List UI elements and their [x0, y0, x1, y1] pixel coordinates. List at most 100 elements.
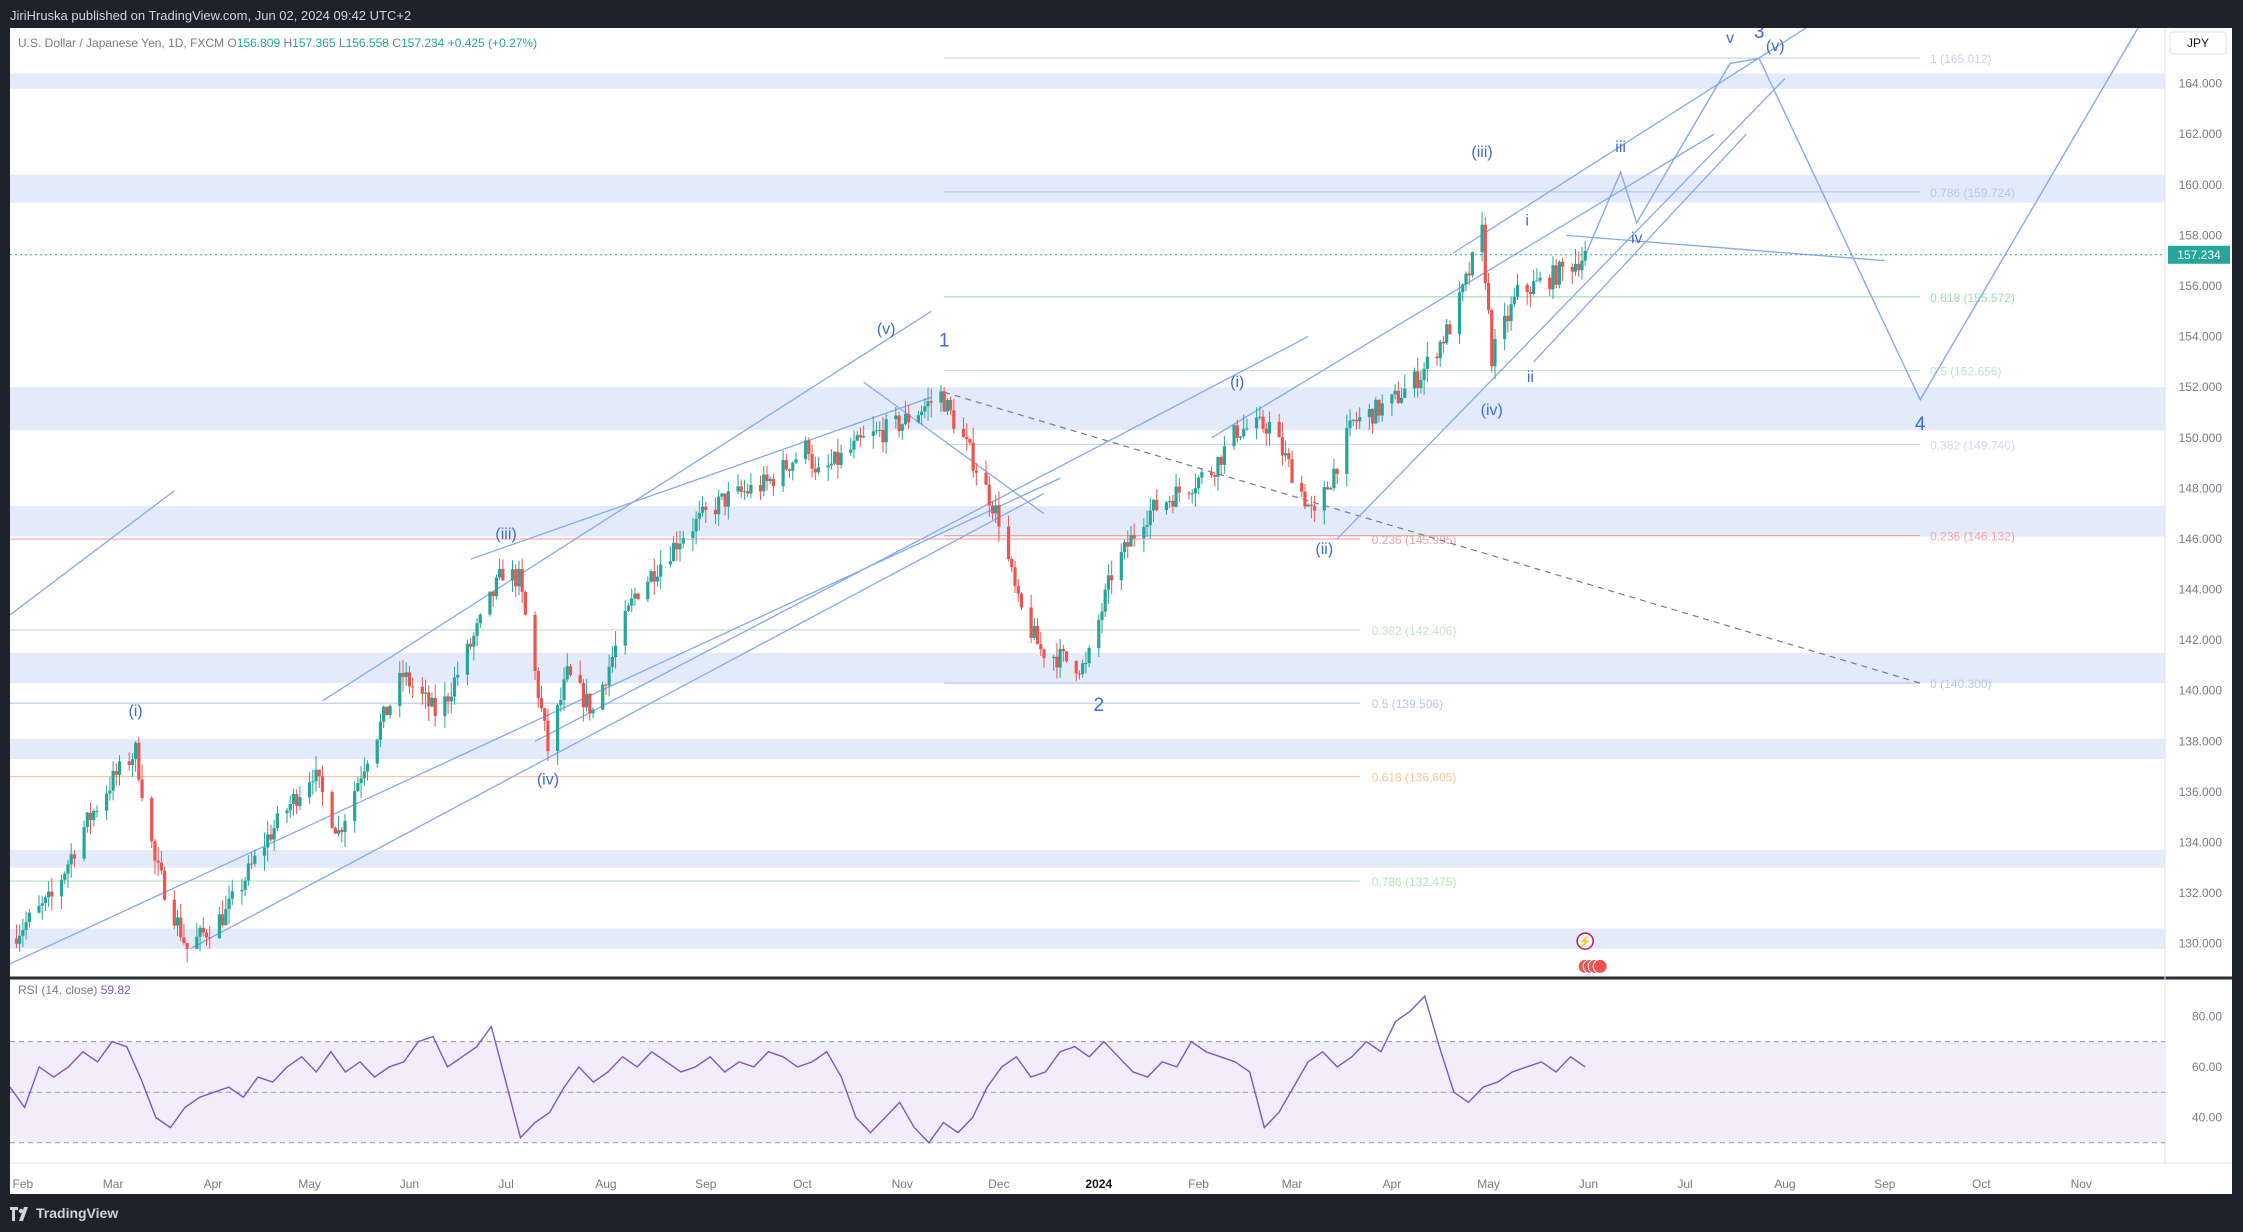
- candle-body: [18, 935, 22, 944]
- wave-label: (iii): [495, 526, 516, 543]
- candle-body: [407, 672, 412, 687]
- candle-body: [945, 399, 949, 412]
- candle-body: [66, 864, 70, 874]
- wave-label: (v): [1766, 38, 1785, 55]
- candle-body: [720, 493, 724, 497]
- candle-body: [14, 938, 19, 944]
- candle-body: [1100, 611, 1104, 621]
- candle-body: [652, 571, 656, 582]
- candle-body: [1303, 491, 1307, 507]
- time-tick-label: Jun: [1579, 1177, 1598, 1191]
- candle-body: [568, 666, 573, 675]
- currency-button: [2169, 31, 2227, 55]
- candle-body: [1486, 283, 1491, 310]
- candle-body: [1193, 488, 1198, 494]
- candle-body: [1332, 468, 1336, 489]
- price-tick-label: 146.000: [2179, 532, 2223, 546]
- candle-body: [1399, 397, 1404, 403]
- time-tick-label: Sep: [1874, 1177, 1896, 1191]
- candle-body: [1006, 526, 1011, 560]
- tradingview-logo[interactable]: TradingView: [10, 1205, 118, 1222]
- candle-body: [1515, 284, 1520, 297]
- candle-body: [713, 509, 718, 515]
- candle-body: [633, 593, 637, 599]
- time-tick-label: Mar: [1282, 1177, 1303, 1191]
- candle-body: [1052, 656, 1056, 659]
- time-tick-label: Nov: [2071, 1177, 2092, 1191]
- candle-body: [1267, 421, 1272, 434]
- candle-body: [939, 391, 943, 403]
- candle-body: [365, 763, 370, 772]
- candle-body: [1168, 500, 1172, 503]
- candle-body: [314, 769, 318, 782]
- candle-body: [623, 610, 627, 646]
- candle-body: [95, 810, 99, 812]
- price-tick-label: 162.000: [2179, 127, 2223, 141]
- candle-body: [794, 459, 798, 463]
- candle-body: [204, 932, 209, 938]
- candle-body: [1403, 388, 1407, 398]
- candle-body: [723, 493, 727, 507]
- candle-body: [433, 697, 437, 716]
- candle-body: [826, 465, 830, 468]
- candle-body: [465, 643, 470, 675]
- wave-label: 4: [1915, 414, 1926, 435]
- fib-level-label: 0.5 (152.656): [1930, 365, 2001, 379]
- candle-body: [523, 591, 527, 615]
- candle-body: [449, 696, 453, 702]
- candle-body: [739, 486, 743, 492]
- candle-body: [1103, 589, 1107, 612]
- candle-body: [50, 891, 54, 897]
- candle-body: [266, 834, 270, 848]
- wave-label: iii: [1615, 139, 1626, 156]
- chart-panel[interactable]: 0.236 (145.995) 0.382 (142.406) 0.5 (139.5…: [10, 28, 2232, 1194]
- candle-body: [920, 411, 924, 416]
- event-icon: [1576, 932, 1594, 950]
- candle-body: [320, 776, 325, 793]
- candle-body: [559, 699, 563, 706]
- candle-body: [1074, 661, 1078, 674]
- candle-body: [1580, 260, 1584, 271]
- candle-body: [1064, 651, 1069, 662]
- candle-body: [923, 406, 927, 412]
- price-tick-label: 134.000: [2179, 835, 2223, 849]
- candle-body: [974, 470, 978, 473]
- candle-body: [849, 449, 853, 453]
- candle-body: [646, 581, 650, 600]
- support-resistance-zone: [10, 738, 2165, 759]
- candle-body: [1106, 575, 1111, 590]
- candle-body: [916, 415, 920, 423]
- candle-body: [130, 759, 135, 766]
- rsi-legend: RSI (14, close) 59.82: [18, 983, 131, 997]
- candle-body: [1490, 309, 1494, 367]
- candle-body: [501, 568, 505, 581]
- candle-body: [1110, 575, 1114, 581]
- wave-label: iv: [1631, 230, 1643, 247]
- candle-body: [163, 870, 167, 900]
- price-chart[interactable]: 0.236 (145.995) 0.382 (142.406) 0.5 (139.5…: [10, 28, 2232, 1194]
- price-tick-label: 148.000: [2179, 481, 2223, 495]
- candle-body: [1464, 273, 1468, 285]
- candle-body: [69, 854, 73, 865]
- price-tick-label: 150.000: [2179, 431, 2223, 445]
- candle-body: [246, 863, 250, 881]
- candle-body: [1483, 224, 1487, 284]
- candle-body: [952, 410, 956, 429]
- candle-body: [1126, 542, 1130, 547]
- candle-body: [691, 531, 695, 539]
- candle-body: [498, 568, 502, 578]
- support-resistance-zone: [10, 174, 2165, 203]
- candle-body: [1577, 263, 1581, 271]
- candle-body: [47, 891, 51, 898]
- candle-body: [1261, 416, 1265, 429]
- candle-body: [291, 793, 296, 805]
- candle-body: [153, 841, 157, 861]
- fib-level-label: 0.236 (146.132): [1930, 530, 2015, 544]
- candle-body: [356, 783, 360, 792]
- candle-body: [591, 709, 595, 714]
- candle-body: [27, 912, 31, 923]
- candle-body: [630, 598, 634, 606]
- wave-label: 1: [939, 331, 950, 352]
- candle-body: [127, 761, 131, 766]
- candle-body: [1351, 419, 1355, 421]
